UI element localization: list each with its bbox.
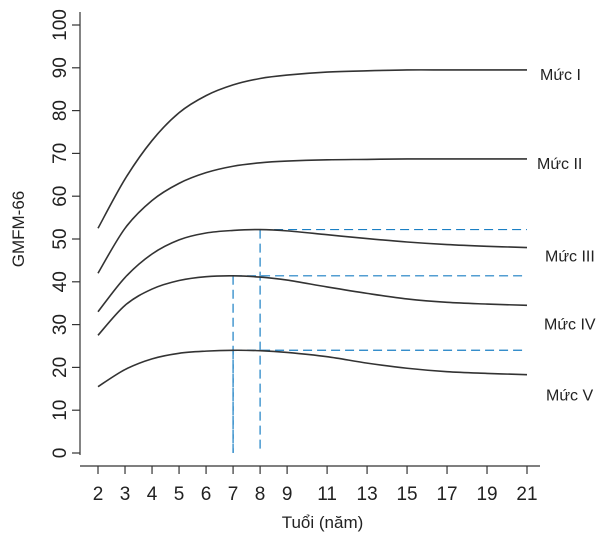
series-labels: Mức I Mức II Mức III Mức IV Mức V — [537, 67, 596, 405]
series-curve — [97, 349, 528, 388]
y-axis-title: GMFM-66 — [9, 191, 28, 268]
series-curve — [97, 274, 528, 336]
series-curve — [97, 69, 527, 229]
x-ticks: 2 3 4 5 6 7 8 9 11 13 15 17 19 21 — [93, 466, 538, 505]
y-tick-label: 50 — [50, 228, 71, 249]
series-label: Mức III — [545, 249, 595, 266]
y-tick-label: 0 — [50, 448, 71, 459]
series-label: Mức V — [546, 388, 593, 405]
x-tick-label: 7 — [228, 484, 239, 505]
y-tick-label: 90 — [50, 57, 71, 78]
x-tick-label: 8 — [255, 484, 266, 505]
x-tick-label: 3 — [120, 484, 131, 505]
x-tick-label: 5 — [174, 484, 185, 505]
y-tick-label: 100 — [50, 9, 71, 41]
x-tick-label: 13 — [357, 484, 378, 505]
curves — [97, 69, 528, 388]
y-tick-label: 70 — [50, 143, 71, 164]
axes — [79, 12, 540, 467]
series-curve — [97, 228, 528, 313]
x-tick-label: 21 — [516, 484, 537, 505]
x-tick-label: 4 — [147, 484, 158, 505]
x-tick-label: 9 — [282, 484, 293, 505]
y-tick-label: 10 — [50, 400, 71, 421]
x-tick-label: 11 — [317, 484, 337, 505]
x-axis-title: Tuổi (năm) — [282, 513, 364, 532]
y-tick-label: 30 — [50, 314, 71, 335]
y-tick-label: 40 — [50, 271, 71, 292]
series-label: Mức II — [537, 156, 582, 173]
y-ticks: 0 10 20 30 40 50 60 70 80 90 100 — [50, 9, 80, 458]
series-curve — [97, 158, 527, 274]
peak-reference-lines — [232, 228, 527, 453]
x-tick-label: 15 — [396, 484, 417, 505]
x-tick-label: 17 — [436, 484, 457, 505]
y-tick-label: 20 — [50, 357, 71, 378]
x-tick-label: 6 — [201, 484, 212, 505]
series-label: Mức IV — [544, 316, 596, 333]
y-tick-label: 80 — [50, 100, 71, 121]
x-tick-label: 2 — [93, 484, 104, 505]
x-tick-label: 19 — [476, 484, 497, 505]
y-tick-label: 60 — [50, 186, 71, 207]
series-label: Mức I — [540, 67, 581, 84]
